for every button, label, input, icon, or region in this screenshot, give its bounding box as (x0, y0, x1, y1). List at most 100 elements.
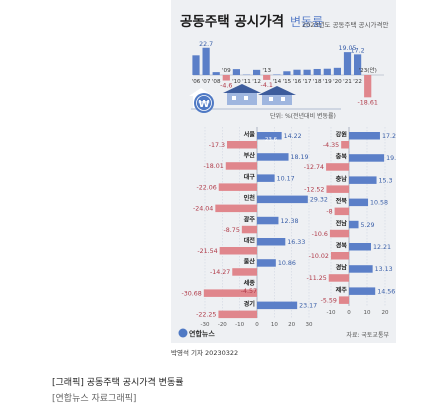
x-tick-13: '19 (323, 79, 332, 85)
value-pos-6: 10.86 (278, 260, 296, 267)
bar-10 (293, 69, 301, 75)
bar-11 (303, 69, 311, 75)
value-label-16: 17.2 (351, 47, 365, 54)
bar-neg-3 (215, 204, 257, 213)
bar-16 (354, 54, 362, 75)
bar-pos-4 (349, 220, 359, 229)
x-tick-7: '13 (262, 68, 271, 74)
region-label-3: 전북 (336, 197, 348, 205)
value-neg-5: -21.54 (197, 248, 217, 255)
bar-pos-1 (257, 153, 289, 161)
value-neg-0: -17.3 (209, 142, 225, 149)
tick-0: -10 (327, 310, 336, 316)
region-label-8: 경기 (244, 300, 256, 308)
x-tick-2: '08 (212, 79, 221, 85)
bar-pos-4 (257, 216, 279, 225)
x-tick-9: '15 (283, 79, 292, 85)
bar-12 (313, 68, 321, 75)
tick-2: 10 (364, 310, 371, 316)
value-pos-0: 17.2 (382, 133, 396, 140)
tick-5: 20 (288, 322, 295, 328)
bar-pos-6 (349, 265, 373, 273)
value-neg-4: -10.6 (312, 231, 328, 238)
region-label-6: 경남 (336, 264, 348, 272)
infographic: 공동주택 공시가격 변동률 2023년도 공동주택 공시가격안 '06'07 22… (171, 0, 396, 343)
value-pos-3: 29.32 (310, 197, 328, 204)
tick-2: -10 (235, 322, 244, 328)
bar-pos-2 (349, 176, 377, 184)
bar-1 (202, 47, 210, 75)
value-pos-1: 18.19 (291, 154, 309, 161)
chart-title: 공동주택 공시가격 (180, 13, 284, 30)
tick-3: 0 (255, 322, 259, 328)
value-pos-6: 13.13 (375, 266, 393, 273)
bar-pos-0 (349, 132, 380, 140)
bar-pos-1 (349, 154, 385, 162)
chart-title-suffix: 변동률 (290, 15, 323, 29)
value-label-17: -18.61 (358, 99, 378, 106)
source-note: 자료: 국토교통부 (346, 331, 389, 339)
value-pos-1: 19.5 (386, 155, 396, 162)
svg-text:₩: ₩ (198, 99, 209, 110)
bar-neg-5 (219, 247, 257, 255)
value-label-1: 22.7 (199, 41, 213, 48)
x-tick-3: '09 (222, 68, 231, 74)
x-tick-6: '12 (252, 79, 261, 85)
tick-1: -20 (218, 322, 227, 328)
value-neg-4: -8.75 (224, 227, 240, 234)
x-tick-15: '21 (343, 79, 352, 85)
x-tick-5: '11 (242, 79, 251, 85)
value-neg-5: -10.02 (309, 253, 329, 260)
bar-neg-8 (218, 310, 257, 319)
x-tick-12: '18 (313, 79, 322, 85)
value-pos-0: 14.22 (284, 133, 302, 140)
x-tick-10: '16 (293, 79, 302, 85)
bar-9 (283, 71, 291, 75)
bar-neg-1 (326, 163, 349, 171)
region-label-1: 부산 (244, 152, 256, 160)
won-coin-icon: ₩ (194, 93, 214, 113)
value-neg-6: -11.25 (306, 275, 326, 282)
value-label-3: -4.6 (220, 83, 232, 90)
bar-4 (232, 69, 240, 75)
bar-neg-4 (241, 225, 257, 234)
bar-pos-6 (257, 259, 276, 267)
bar-neg-7 (338, 296, 349, 304)
bar-13 (323, 68, 331, 75)
bar-neg-4 (329, 229, 349, 238)
bar-15 (343, 52, 352, 75)
bar-6 (253, 69, 261, 75)
value-neg-2: -12.52 (304, 186, 324, 193)
value-neg-7: -5.59 (321, 297, 337, 304)
unit-note: 단위: %(전년대비 변동률) (270, 112, 336, 120)
value-neg-8: -22.25 (196, 312, 216, 319)
value-neg-6: -14.27 (210, 269, 230, 276)
region-label-0: 강원 (336, 131, 348, 139)
sejong-annotation: -4.57 (241, 288, 257, 295)
value-neg-1: -12.74 (304, 164, 324, 171)
value-neg-7: -30.68 (182, 290, 202, 297)
caption-title: [그래픽] 공동주택 공시가격 변동률 (52, 378, 184, 388)
tick-1: 0 (347, 310, 351, 316)
byline-author: 박영석 기자 (171, 349, 203, 357)
regional-chart-left: -30 -20 -10 0 10 20 30 서울 14.22 -17.3 부산 18.19 -18.0… (182, 127, 328, 328)
bar-0 (192, 55, 200, 75)
region-label-5: 대전 (244, 237, 256, 245)
value-label-15: 19.05 (338, 45, 356, 52)
region-label-2: 충남 (336, 175, 348, 183)
bar-3 (222, 75, 230, 81)
value-neg-2: -22.06 (196, 184, 216, 191)
value-pos-8: 23.17 (299, 303, 317, 310)
region-label-4: 광주 (244, 215, 256, 223)
bar-pos-7 (349, 287, 376, 295)
bar-neg-3 (334, 207, 349, 216)
tick-0: -30 (201, 322, 210, 328)
bar-pos-8 (257, 301, 298, 310)
region-label-1: 충북 (336, 153, 348, 161)
bar-neg-1 (225, 162, 257, 170)
x-tick-11: '17 (303, 79, 312, 85)
value-pos-4: 12.38 (280, 218, 298, 225)
region-label-2: 대구 (244, 173, 256, 181)
region-label-0: 서울 (244, 131, 256, 139)
